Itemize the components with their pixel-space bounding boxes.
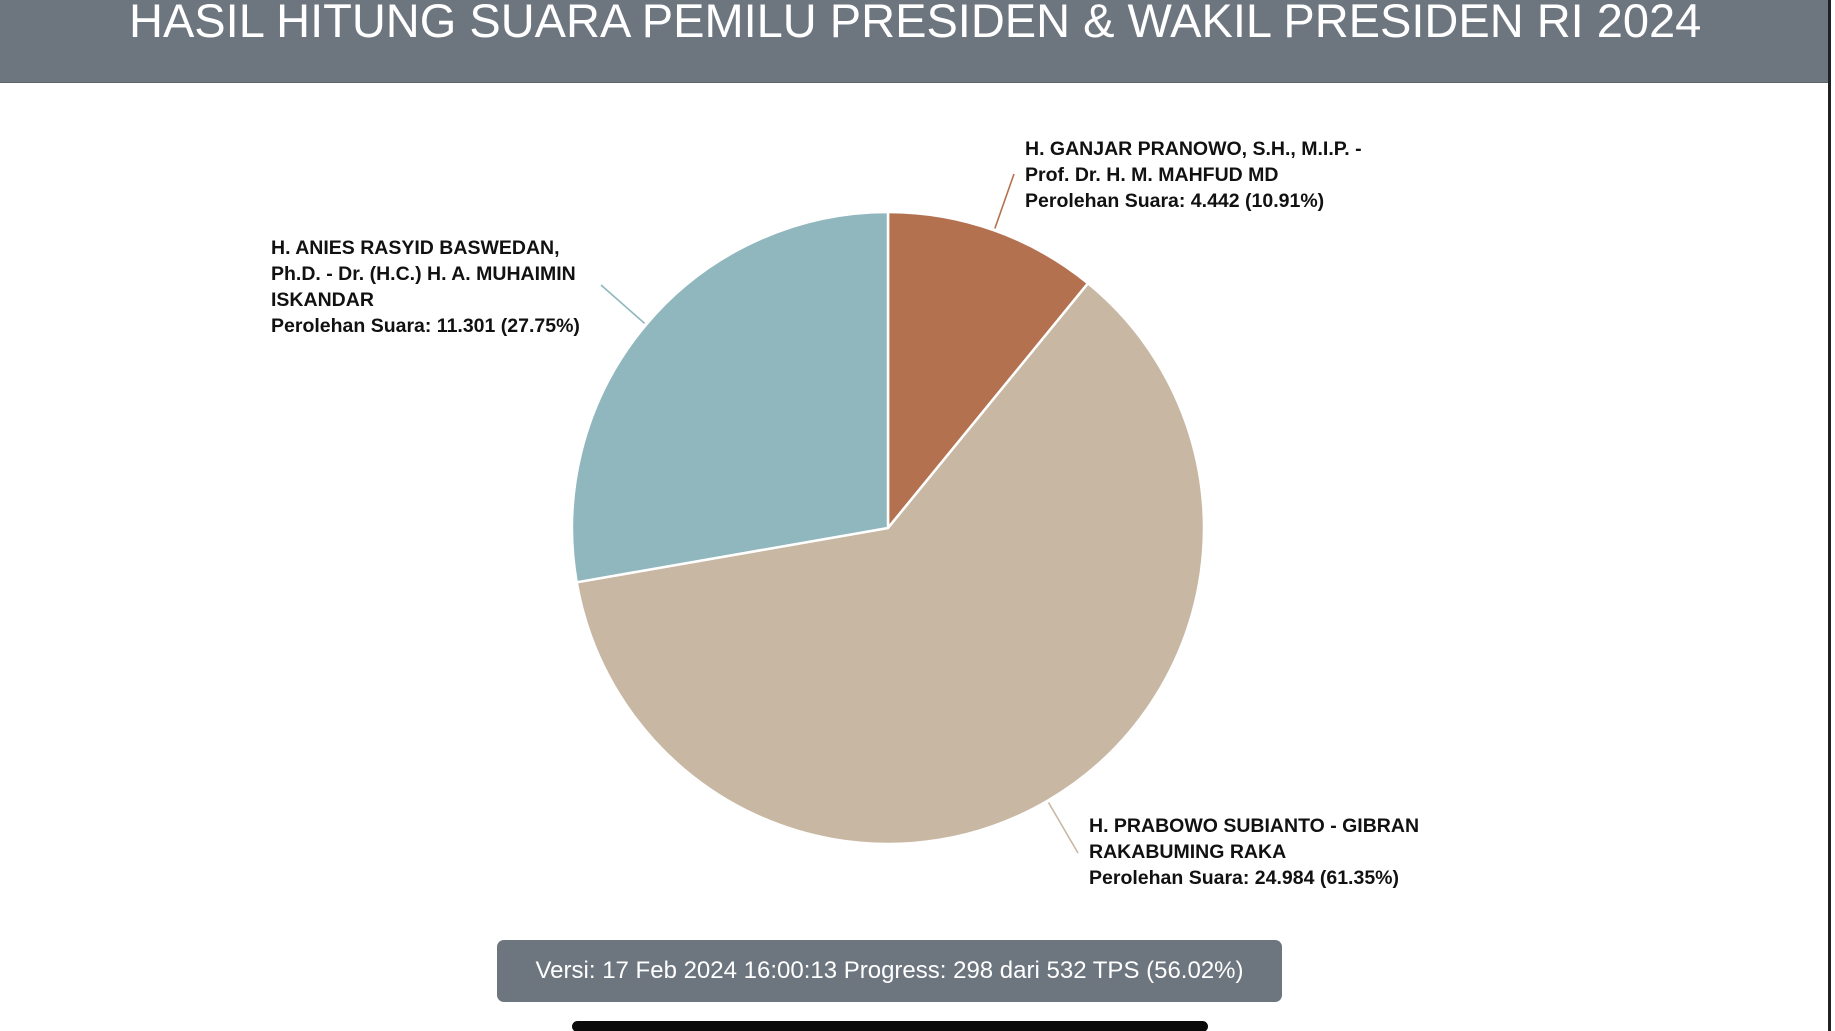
slice-name-line: H. ANIES RASYID BASWEDAN, bbox=[271, 237, 560, 259]
slice-vote-text: Perolehan Suara: 24.984 (61.35%) bbox=[1089, 867, 1399, 889]
slice-name-line: H. GANJAR PRANOWO, S.H., M.I.P. - bbox=[1025, 138, 1362, 160]
slice-label-ganjar: H. GANJAR PRANOWO, S.H., M.I.P. - Prof. … bbox=[1025, 136, 1362, 214]
slice-label-anies: H. ANIES RASYID BASWEDAN, Ph.D. - Dr. (H… bbox=[271, 235, 580, 339]
slice-name-line: H. PRABOWO SUBIANTO - GIBRAN bbox=[1089, 815, 1420, 837]
window-edge-margin bbox=[1831, 0, 1835, 1031]
slice-name-line: RAKABUMING RAKA bbox=[1089, 841, 1287, 863]
pie-slice-anies[interactable] bbox=[570, 210, 890, 584]
pie-slice-prabowo[interactable] bbox=[575, 282, 1206, 846]
slice-vote-text: Perolehan Suara: 4.442 (10.91%) bbox=[1025, 190, 1325, 212]
home-indicator[interactable] bbox=[572, 1021, 1208, 1031]
slice-leader-line bbox=[994, 173, 1015, 229]
page-title: HASIL HITUNG SUARA PEMILU PRESIDEN & WAK… bbox=[129, 0, 1702, 47]
slice-vote-text: Perolehan Suara: 11.301 (27.75%) bbox=[271, 315, 580, 337]
header-bar: HASIL HITUNG SUARA PEMILU PRESIDEN & WAK… bbox=[0, 0, 1832, 83]
slice-leader-line bbox=[600, 284, 646, 324]
window-edge bbox=[1828, 0, 1831, 1031]
slice-name-line: Prof. Dr. H. M. MAHFUD MD bbox=[1025, 164, 1279, 186]
slice-name-line: ISKANDAR bbox=[271, 289, 374, 311]
slice-name-line: Ph.D. - Dr. (H.C.) H. A. MUHAIMIN bbox=[271, 263, 576, 285]
version-progress-badge: Versi: 17 Feb 2024 16:00:13 Progress: 29… bbox=[497, 940, 1282, 1002]
slice-leader-line bbox=[1047, 802, 1079, 854]
slice-label-prabowo: H. PRABOWO SUBIANTO - GIBRAN RAKABUMING … bbox=[1089, 813, 1419, 891]
pie-slice-ganjar[interactable] bbox=[886, 210, 1090, 530]
